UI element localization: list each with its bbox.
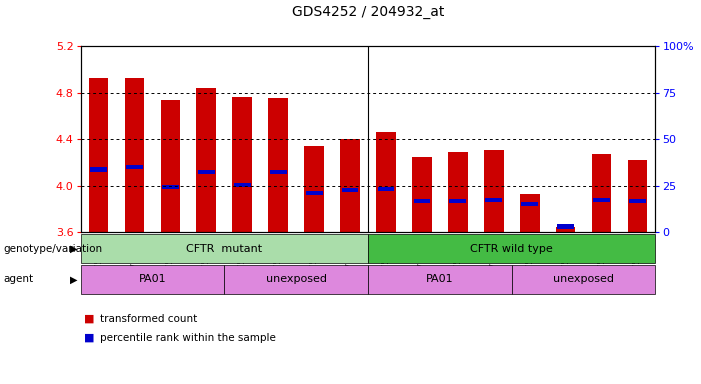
Bar	[629, 199, 646, 203]
Bar	[233, 97, 252, 232]
Bar	[268, 98, 288, 232]
Bar	[449, 199, 466, 203]
Bar	[627, 160, 647, 232]
Bar	[593, 198, 610, 202]
Bar	[485, 198, 502, 202]
Text: CFTR wild type: CFTR wild type	[470, 243, 553, 254]
Text: ■: ■	[84, 314, 95, 324]
Bar	[522, 202, 538, 207]
Bar	[162, 185, 179, 189]
Bar	[414, 199, 430, 203]
Bar	[340, 139, 360, 232]
Bar	[198, 170, 215, 174]
Bar	[234, 182, 251, 187]
Text: PA01: PA01	[426, 274, 454, 285]
Bar	[126, 165, 143, 169]
Text: PA01: PA01	[139, 274, 166, 285]
Bar	[341, 189, 358, 192]
Bar	[520, 194, 540, 232]
Text: transformed count: transformed count	[100, 314, 197, 324]
Bar	[270, 170, 287, 174]
Bar	[125, 78, 144, 232]
Text: ▶: ▶	[69, 274, 77, 285]
Bar	[556, 227, 576, 232]
Text: CFTR  mutant: CFTR mutant	[186, 243, 262, 254]
Bar	[196, 88, 216, 232]
Bar	[306, 191, 322, 195]
Text: ▶: ▶	[69, 243, 77, 254]
Bar	[376, 132, 396, 232]
Bar	[90, 167, 107, 172]
Bar	[448, 152, 468, 232]
Text: unexposed: unexposed	[553, 274, 614, 285]
Text: GDS4252 / 204932_at: GDS4252 / 204932_at	[292, 5, 444, 19]
Bar	[557, 225, 574, 228]
Text: percentile rank within the sample: percentile rank within the sample	[100, 333, 275, 343]
Bar	[89, 78, 109, 232]
Bar	[378, 187, 395, 191]
Bar	[484, 150, 503, 232]
Bar	[592, 154, 611, 232]
Bar	[304, 146, 324, 232]
Text: ■: ■	[84, 333, 95, 343]
Text: agent: agent	[4, 274, 34, 285]
Bar	[161, 99, 180, 232]
Text: unexposed: unexposed	[266, 274, 327, 285]
Bar	[412, 157, 432, 232]
Text: genotype/variation: genotype/variation	[4, 243, 102, 254]
